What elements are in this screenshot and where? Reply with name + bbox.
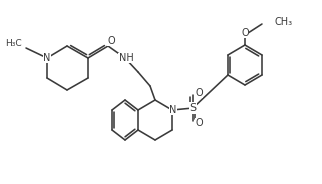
Text: CH₃: CH₃ — [275, 17, 293, 27]
Text: NH: NH — [118, 53, 133, 63]
Text: N: N — [169, 105, 177, 115]
Text: H₃C: H₃C — [5, 40, 21, 49]
Text: N: N — [43, 53, 51, 63]
Text: O: O — [107, 36, 115, 46]
Text: O: O — [195, 118, 203, 128]
Text: S: S — [189, 103, 196, 113]
Text: O: O — [195, 88, 203, 98]
Text: O: O — [241, 28, 249, 38]
